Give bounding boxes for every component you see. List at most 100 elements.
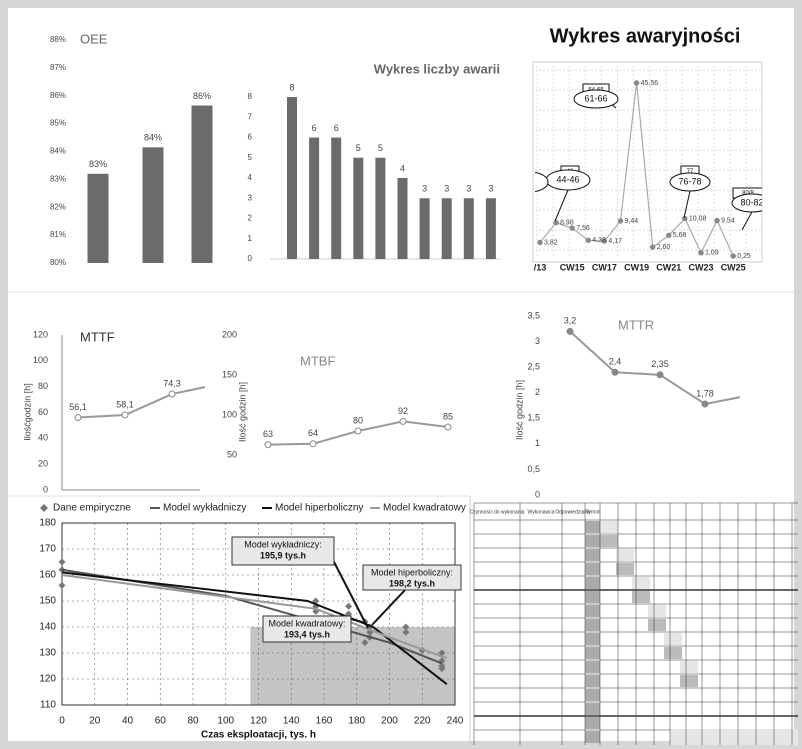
annotation-value: 193,4 tys.h [284, 629, 330, 639]
annotation-box [231, 536, 335, 566]
data-label: 56,1 [69, 402, 87, 412]
chart-title: MTTF [80, 329, 115, 344]
annotation-label: Model kwadratowy: [268, 618, 345, 628]
arrow [741, 211, 753, 231]
data-label: 9,54 [721, 217, 735, 224]
point [354, 427, 362, 435]
data-label: 45,56 [641, 80, 659, 87]
y-tick-label: 2 [535, 387, 540, 397]
plot [566, 327, 740, 408]
chart-title: MTTR [618, 317, 654, 332]
table-cell [585, 591, 600, 603]
table-cell [616, 563, 634, 575]
y-tick-label: 40 [38, 433, 48, 443]
y-tick-label: 60 [38, 407, 48, 417]
y-tick-label: 170 [39, 544, 56, 555]
point [585, 237, 591, 243]
point [666, 232, 672, 239]
x-tick-label: CW23 [688, 262, 713, 272]
annotation-label: Model wykładniczy: [244, 539, 322, 549]
data-label: 3,82 [544, 239, 558, 246]
plot-border [61, 522, 456, 706]
data-label: 83% [89, 159, 107, 169]
data-label: 5 [356, 143, 361, 153]
x-tick-label: CW15 [560, 262, 585, 272]
x-tick-label: 240 [447, 716, 464, 727]
table-cell [585, 619, 600, 631]
table-cell [600, 521, 618, 533]
bar [353, 157, 364, 259]
point [601, 238, 608, 244]
x-tick-label: 100 [217, 716, 234, 727]
annotation-value: 195,9 tys.h [260, 550, 306, 560]
table-cell [585, 689, 600, 701]
data-label: 8,98 [560, 220, 574, 227]
y-tick-label: 1,5 [527, 413, 540, 423]
data-label: 7,56 [576, 225, 590, 232]
y-tick-label: 2,5 [527, 362, 540, 372]
y-tick-label: 160 [39, 570, 56, 581]
y-tick-label: 140 [39, 622, 56, 633]
point [617, 218, 624, 224]
y-tick-label: 120 [39, 674, 56, 685]
data-label: 4 [400, 163, 405, 173]
data-label: 64 [308, 428, 318, 438]
y-tick-label: 20 [38, 459, 48, 469]
annotation-box [262, 615, 352, 643]
y-tick-label: 5 [248, 153, 253, 162]
y-tick-label: 50 [227, 449, 237, 459]
x-tick-label: CW25 [721, 262, 746, 272]
x-axis-label: Czas eksploatacji, tys. h [201, 730, 316, 741]
legend-label: Model hiperboliczny [275, 503, 363, 514]
data-label: 10,08 [689, 215, 707, 222]
data-label: 2,60 [657, 244, 671, 251]
y-tick-label: 87% [50, 63, 66, 72]
legend-label: Model kwadratowy [383, 503, 466, 514]
annotation-ellipse [573, 89, 619, 109]
plot [74, 386, 205, 422]
bar [191, 105, 213, 263]
y-tick-label: 82% [50, 202, 66, 211]
table-cell [664, 633, 682, 645]
annotation-box-text: 80/8 [742, 191, 754, 197]
table-cell [585, 549, 600, 561]
bar [419, 198, 430, 259]
data-label: 9,44 [625, 218, 639, 225]
y-axis-label: Ilość godzin [h] [237, 382, 247, 442]
table-cell [616, 549, 634, 561]
point [650, 244, 656, 250]
point [698, 250, 704, 256]
line [61, 574, 448, 660]
point [58, 558, 66, 566]
y-tick-label: 150 [39, 596, 56, 607]
table-cell [585, 647, 600, 659]
point [74, 414, 82, 422]
table-cell [632, 591, 650, 603]
data-label: 85 [443, 411, 453, 421]
table-cell [585, 703, 600, 715]
x-tick-label: 120 [250, 716, 267, 727]
annotation-label: Model hiperboliczny: [371, 567, 453, 577]
chart-title: Wykres awaryjności [550, 25, 741, 47]
arrow [371, 589, 406, 626]
x-tick-label: 0 [59, 716, 65, 727]
data-label: 3 [444, 184, 449, 194]
legend-marker [40, 504, 48, 512]
data-label: 6 [334, 123, 339, 133]
annotation-ellipse [535, 171, 549, 193]
table-cell [585, 605, 600, 617]
panel-border [532, 61, 763, 263]
point [438, 665, 446, 673]
data-label: 4,17 [608, 238, 622, 245]
x-tick-label: 140 [283, 716, 300, 727]
table-cell [585, 563, 600, 575]
annotation-ellipse [731, 193, 762, 213]
table-cell [585, 535, 600, 547]
y-tick-label: 110 [40, 700, 56, 711]
y-tick-label: 100 [222, 409, 237, 419]
line [61, 571, 448, 685]
legend-label: Dane empiryczne [53, 503, 131, 514]
point [569, 225, 575, 231]
